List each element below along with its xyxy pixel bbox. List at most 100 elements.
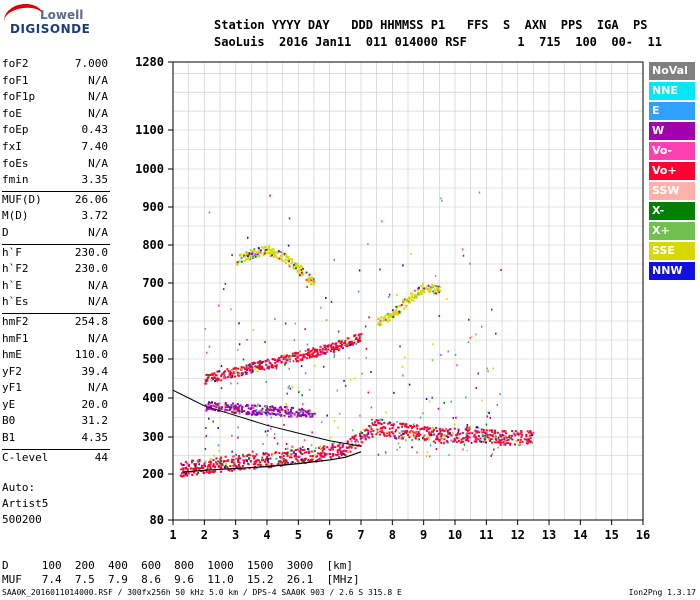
echo-point <box>337 426 339 429</box>
echo-point <box>276 463 279 466</box>
echo-point <box>208 470 211 473</box>
echo-point <box>295 455 298 458</box>
echo-point <box>465 436 468 439</box>
echo-point <box>328 448 331 451</box>
echo-point <box>400 434 403 437</box>
echo-point <box>318 458 321 461</box>
echo-point <box>499 443 502 446</box>
echo-point <box>345 454 348 457</box>
echo-point <box>270 249 273 252</box>
echo-point <box>309 415 312 418</box>
echo-point <box>285 442 288 445</box>
echo-point <box>295 458 298 461</box>
echo-point <box>260 413 263 416</box>
echo-point <box>231 434 233 437</box>
echo-point <box>235 405 238 408</box>
echo-point <box>302 459 305 462</box>
echo-point <box>371 433 374 436</box>
x-tick-label: 2 <box>201 528 208 542</box>
echo-point <box>411 430 414 433</box>
echo-point <box>244 455 246 458</box>
echo-point <box>278 257 281 260</box>
echo-point <box>285 358 288 361</box>
echo-point <box>370 406 373 409</box>
echo-point <box>497 435 500 438</box>
echo-point <box>205 470 208 473</box>
echo-point <box>364 325 367 328</box>
echo-point <box>475 333 477 336</box>
echo-point <box>248 412 251 415</box>
echo-point <box>477 372 480 375</box>
echo-point <box>229 406 232 409</box>
echo-point <box>362 434 365 437</box>
echo-point <box>263 246 266 249</box>
echo-point <box>289 413 292 416</box>
echo-point <box>457 428 460 431</box>
echo-point <box>304 349 307 352</box>
echo-point <box>423 291 426 294</box>
echo-point <box>319 454 322 457</box>
echo-point <box>423 287 426 290</box>
param-value: 39.4 <box>81 364 109 378</box>
echo-point <box>208 374 211 377</box>
echo-point <box>423 438 426 441</box>
echo-point <box>395 305 398 308</box>
echo-point <box>276 410 279 413</box>
echo-point <box>224 401 227 404</box>
echo-point <box>333 420 336 423</box>
echo-point <box>302 355 305 358</box>
echo-point <box>220 375 223 378</box>
echo-point <box>200 464 203 467</box>
echo-point <box>486 431 488 434</box>
echo-point <box>414 296 417 299</box>
echo-point <box>274 408 277 411</box>
echo-point <box>218 370 221 373</box>
param-key: C-level <box>2 450 49 464</box>
echo-point <box>384 427 387 430</box>
echo-point <box>286 259 289 262</box>
echo-point <box>250 363 253 366</box>
echo-point <box>488 412 491 415</box>
echo-point <box>204 328 207 331</box>
echo-point <box>440 435 443 438</box>
echo-point <box>467 429 470 432</box>
echo-point <box>254 362 257 365</box>
param-row-foep: foEp 0.43 <box>2 123 110 140</box>
echo-point <box>494 429 497 432</box>
echo-point <box>362 428 365 431</box>
echo-point <box>393 391 395 394</box>
echo-point <box>467 318 470 321</box>
echo-point <box>491 308 493 311</box>
echo-point <box>375 419 378 422</box>
echo-point <box>412 434 415 437</box>
echo-point <box>238 372 241 375</box>
echo-point <box>286 447 289 450</box>
echo-point <box>496 431 499 434</box>
echo-point <box>332 345 335 348</box>
echo-point <box>453 427 456 430</box>
echo-point <box>500 269 502 272</box>
echo-point <box>240 260 243 263</box>
echo-point <box>484 441 487 444</box>
echo-point <box>284 361 287 364</box>
echo-point <box>364 434 366 437</box>
echo-point <box>526 442 529 445</box>
echo-point <box>450 439 453 442</box>
echo-point <box>220 387 223 390</box>
echo-point <box>297 360 300 363</box>
echo-point <box>264 430 267 433</box>
echo-point <box>381 220 383 223</box>
echo-point <box>218 402 221 405</box>
echo-point <box>283 410 286 413</box>
echo-point <box>209 467 212 470</box>
param-row-he: h`E N/A <box>2 279 110 296</box>
echo-point <box>466 429 469 432</box>
echo-point <box>258 367 261 370</box>
echo-point <box>255 466 258 469</box>
echo-point <box>443 441 446 444</box>
echo-point <box>260 365 263 368</box>
echo-point <box>249 256 252 259</box>
echo-point <box>309 352 312 355</box>
echo-point <box>180 468 183 471</box>
echo-point <box>253 460 256 463</box>
